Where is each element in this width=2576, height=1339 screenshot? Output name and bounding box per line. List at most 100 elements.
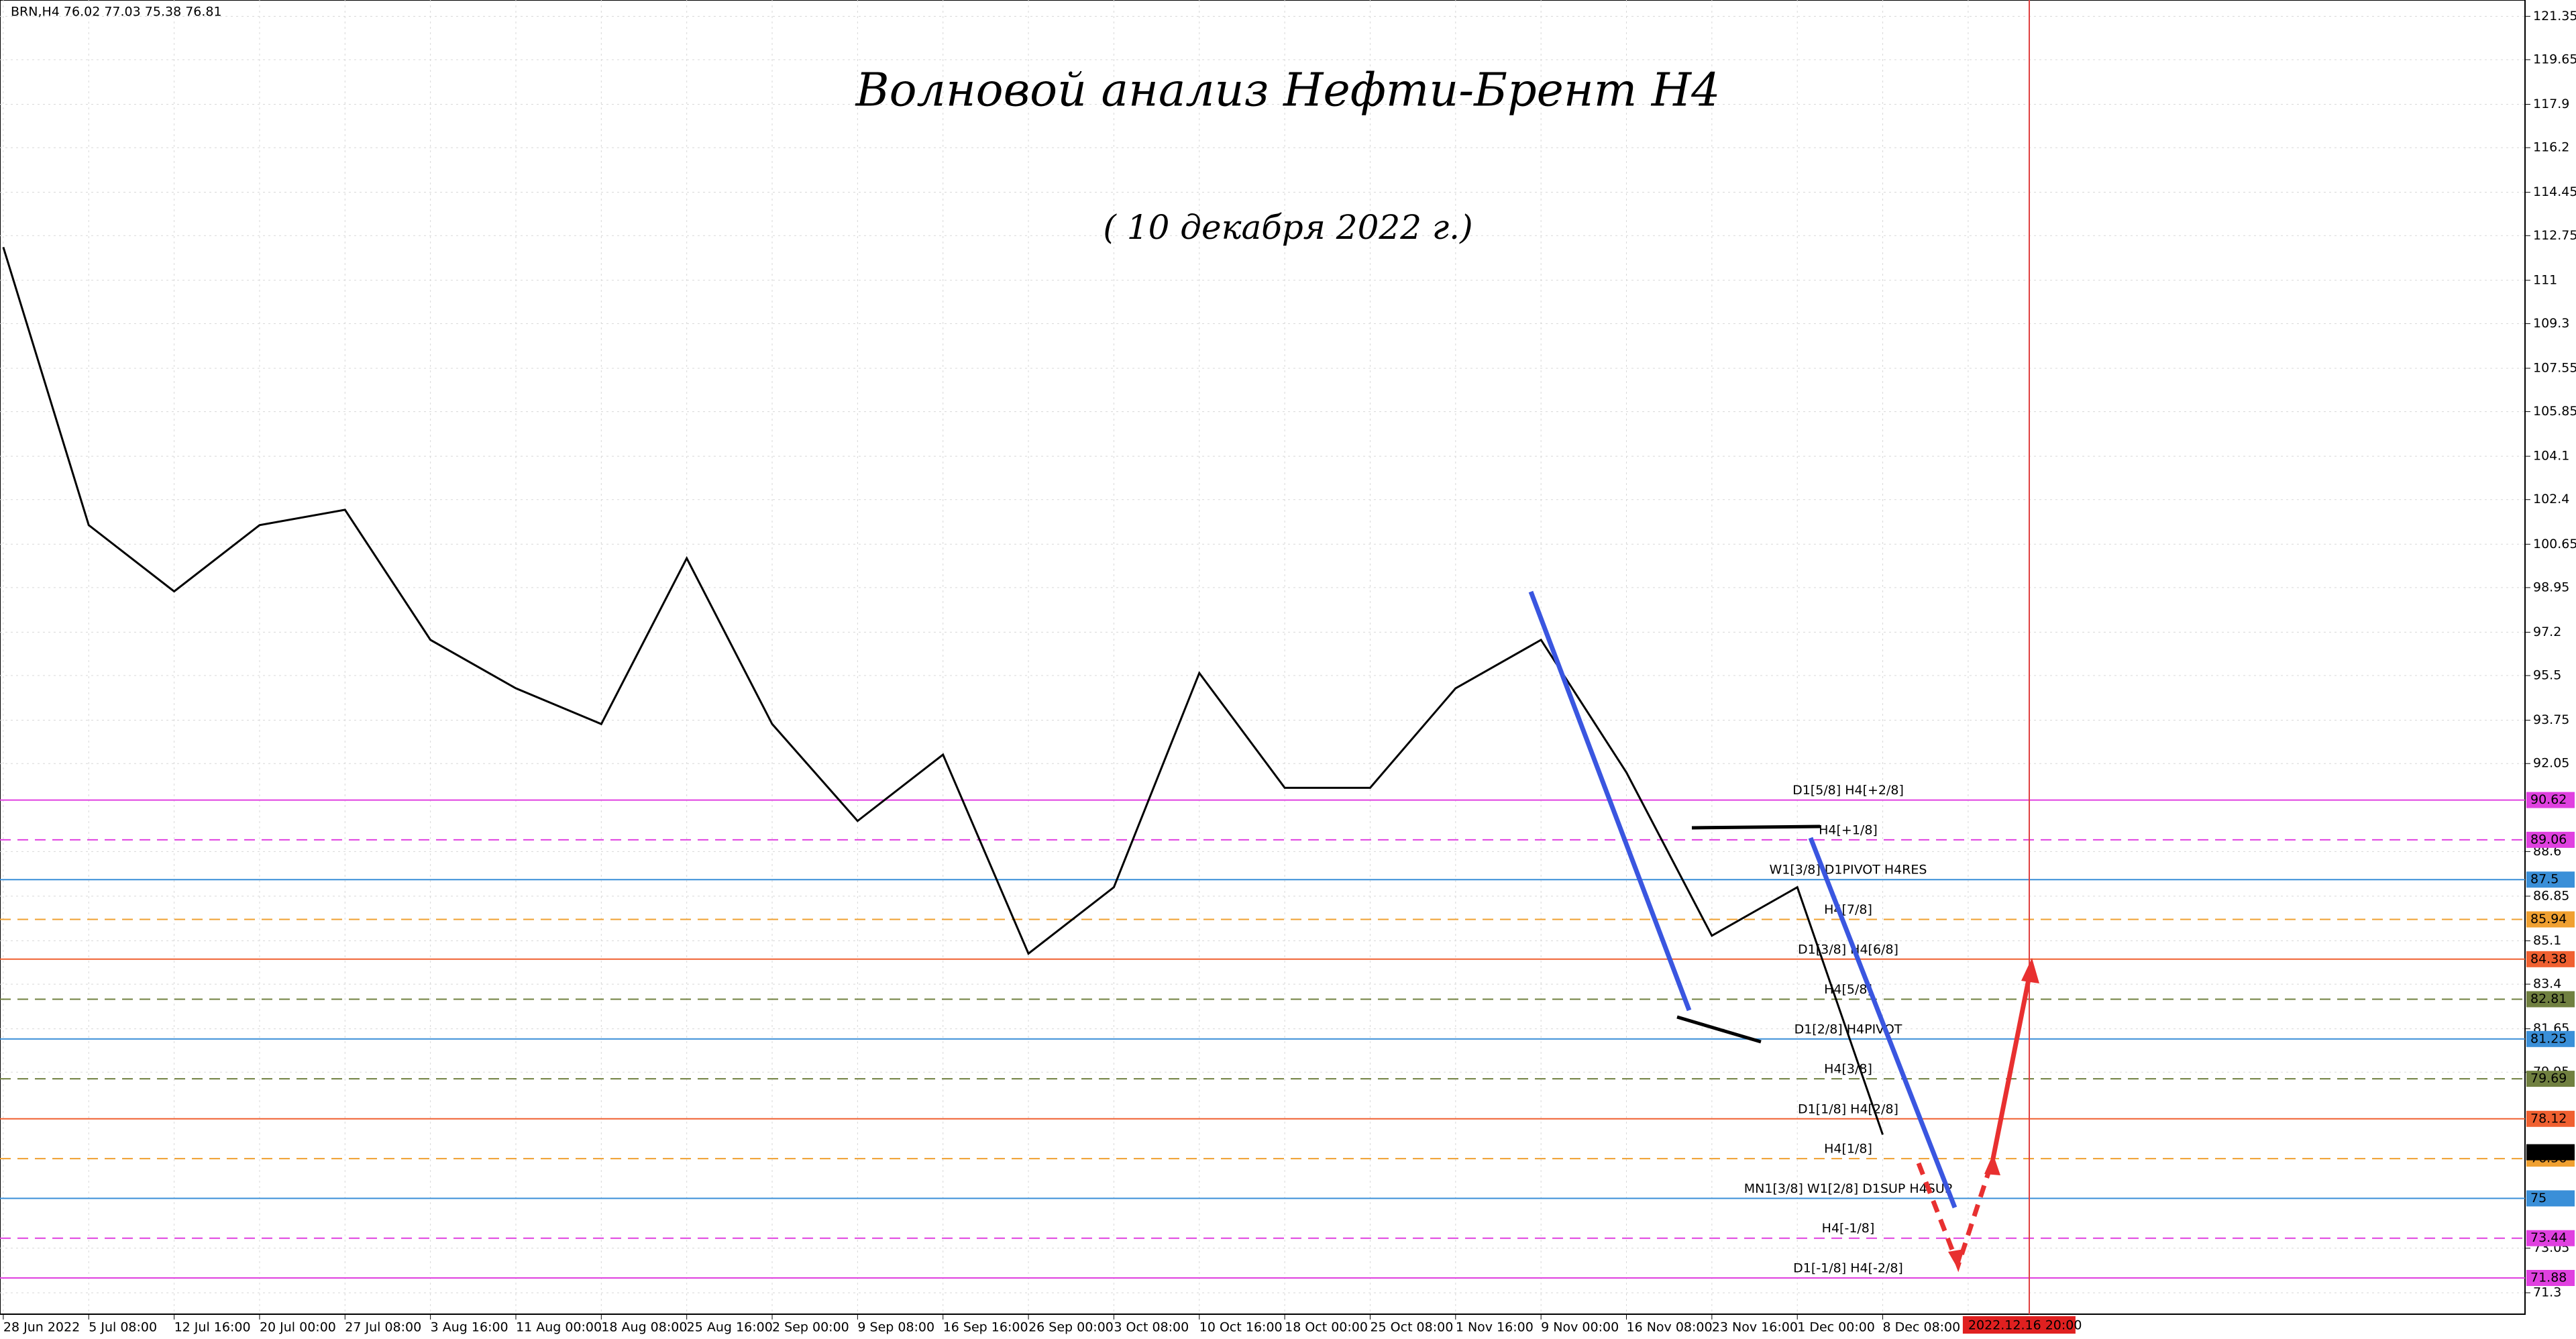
x-tick-label: 20 Jul 00:00: [260, 1320, 336, 1335]
level-label: H4[+1/8]: [1819, 822, 1878, 837]
x-tick-label: 23 Nov 16:00: [1712, 1320, 1798, 1335]
x-tick-label: 1 Dec 00:00: [1797, 1320, 1875, 1335]
y-tick-label: 100.65: [2533, 537, 2576, 551]
x-tick-label: 27 Jul 08:00: [345, 1320, 421, 1335]
x-tick-label: 9 Nov 00:00: [1541, 1320, 1619, 1335]
level-label: D1[1/8] H4[2/8]: [1798, 1102, 1898, 1116]
level-label: D1[2/8] H4PIVOT: [1794, 1022, 1902, 1036]
level-label: H4[7/8]: [1824, 902, 1872, 917]
arrow-head: [2021, 958, 2039, 983]
last-price-box: [2526, 1144, 2575, 1161]
x-tick-label: 16 Nov 08:00: [1627, 1320, 1713, 1335]
price-box-label: 87.5: [2530, 872, 2559, 887]
y-tick-label: 102.4: [2533, 492, 2569, 506]
chart-title: Волновой анализ Нефти-Брент H4: [855, 64, 1721, 117]
x-tick-label: 1 Nov 16:00: [1456, 1320, 1534, 1335]
x-tick-label: 18 Aug 08:00: [601, 1320, 687, 1335]
price-box: [2526, 1071, 2575, 1087]
price-box: [2526, 871, 2575, 888]
level-label: D1[-1/8] H4[-2/8]: [1793, 1261, 1903, 1276]
x-tick-label: 16 Sep 16:00: [943, 1320, 1028, 1335]
price-box-label: 73.44: [2530, 1230, 2567, 1245]
y-tick-label: 121.35: [2533, 9, 2576, 23]
price-box: [2526, 1190, 2575, 1207]
price-box-label: 75: [2530, 1191, 2546, 1206]
price-box: [2526, 991, 2575, 1008]
x-tick-label: 2022.12.16 20:00: [1968, 1318, 2082, 1333]
annotations: [1528, 590, 2039, 1273]
price: [2, 246, 1884, 1135]
wave-line: [1676, 1015, 1762, 1044]
trend-line: [1808, 837, 1957, 1209]
y-tick-label: 104.1: [2533, 449, 2569, 464]
chart-subtitle: ( 10 декабря 2022 г.): [1103, 208, 1472, 247]
price-box-label: 81.25: [2530, 1031, 2567, 1046]
x-tick-label: 25 Oct 08:00: [1370, 1320, 1453, 1335]
price-box-label: 79.69: [2530, 1071, 2567, 1086]
time-label-box: [1962, 1316, 2076, 1334]
price-box: [2526, 792, 2575, 808]
x-tick-label: 3 Aug 16:00: [431, 1320, 508, 1335]
y-tick-label: 114.45: [2533, 184, 2576, 199]
grid: [0, 0, 2525, 1314]
price-box-label: 89.06: [2530, 832, 2567, 847]
last-price-label: 76.81: [2530, 1144, 2567, 1159]
level-label: W1[3/8] D1PIVOT H4RES: [1769, 863, 1927, 877]
price-line: [2, 246, 1884, 1135]
x-tick-label: 18 Oct 00:00: [1285, 1320, 1368, 1335]
x-tick-label: 26 Sep 00:00: [1028, 1320, 1114, 1335]
price-box-label: 71.88: [2530, 1271, 2567, 1285]
price-box-label: 84.38: [2530, 951, 2567, 966]
level-label: D1[3/8] H4[6/8]: [1798, 942, 1898, 957]
y-tick-label: 95.5: [2533, 668, 2561, 683]
x-tick-label: 28 Jun 2022: [3, 1320, 80, 1335]
y-tick-label: 107.55: [2533, 360, 2576, 375]
level-label: H4[5/8]: [1824, 982, 1872, 997]
price-box-label: 78.12: [2530, 1111, 2567, 1126]
y-tick-label: 97.2: [2533, 625, 2561, 639]
x-tick-label: 11 Aug 00:00: [516, 1320, 602, 1335]
arrow-head: [1948, 1249, 1964, 1269]
y-tick-label: 85.1: [2533, 933, 2561, 948]
levels: D1[5/8] H4[+2/8] H4[+1/8] W1[3/8] D1PIVOT …: [0, 783, 2525, 1279]
y-tick-label: 112.75: [2533, 228, 2576, 243]
forecast-path: [1990, 972, 2033, 1159]
arrow-head: [1984, 1154, 2000, 1175]
y-tick-label: 92.05: [2533, 756, 2569, 771]
x-tick-label: 2 Sep 00:00: [772, 1320, 849, 1335]
trend-line: [1528, 590, 1692, 1012]
y-tick-label: 109.3: [2533, 316, 2569, 331]
y-tick-label: 71.3: [2533, 1285, 2561, 1300]
level-label: MN1[3/8] W1[2/8] D1SUP H4SUP: [1744, 1181, 1952, 1196]
y-tick-label: 83.4: [2533, 977, 2561, 992]
price-box: [2526, 831, 2575, 848]
price-box-label: 90.62: [2530, 792, 2567, 807]
wave-line: [1691, 824, 1821, 830]
x-tick-label: 9 Sep 08:00: [857, 1320, 934, 1335]
price-box: [2526, 951, 2575, 967]
x-tick-label: 12 Jul 16:00: [174, 1320, 251, 1335]
x-tick-label: 8 Dec 08:00: [1883, 1320, 1961, 1335]
level-label: H4[3/8]: [1824, 1062, 1872, 1077]
level-label: H4[1/8]: [1824, 1142, 1872, 1157]
level-label: H4[-1/8]: [1822, 1221, 1875, 1236]
price-box: [2526, 1230, 2575, 1246]
y-tick-label: 98.95: [2533, 580, 2569, 594]
y-tick-label: 116.2: [2533, 140, 2569, 155]
x-tick-label: 25 Aug 16:00: [687, 1320, 773, 1335]
y-tick-label: 105.85: [2533, 404, 2576, 419]
price-box: [2526, 1030, 2575, 1047]
price-box: [2526, 1270, 2575, 1287]
axes: 121.35 119.65 117.9 116.2 114.45 112.75 111 109…: [3, 9, 2576, 1335]
y-tick-label: 119.65: [2533, 52, 2576, 66]
price-box-label: 82.81: [2530, 992, 2567, 1006]
price-box-label: 85.94: [2530, 912, 2567, 926]
x-tick-label: 5 Jul 08:00: [89, 1320, 157, 1335]
x-tick-label: 10 Oct 16:00: [1199, 1320, 1283, 1335]
level-label: D1[5/8] H4[+2/8]: [1792, 783, 1904, 798]
y-tick-label: 117.9: [2533, 97, 2569, 111]
price-box: [2526, 1110, 2575, 1127]
plot-frame: [0, 0, 2526, 1315]
price-box: [2526, 911, 2575, 928]
